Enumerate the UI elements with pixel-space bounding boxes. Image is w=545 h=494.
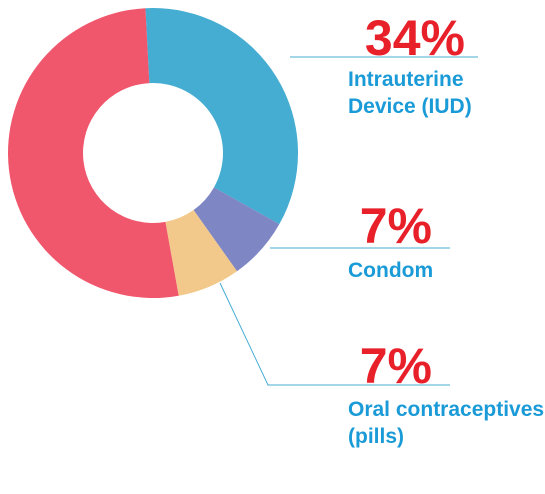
donut-segment <box>165 210 237 296</box>
value-label: 34% <box>365 10 465 66</box>
donut-segment <box>8 8 179 298</box>
leader-line <box>219 282 450 386</box>
category-label: Intrauterine Device (IUD) <box>348 68 472 118</box>
category-label: Condom <box>348 259 434 282</box>
value-label: 7% <box>360 338 432 394</box>
category-label: Oral contraceptives (pills) <box>348 398 545 448</box>
donut-segment <box>145 8 298 225</box>
value-label: 7% <box>360 198 432 254</box>
donut-segment <box>193 187 280 272</box>
